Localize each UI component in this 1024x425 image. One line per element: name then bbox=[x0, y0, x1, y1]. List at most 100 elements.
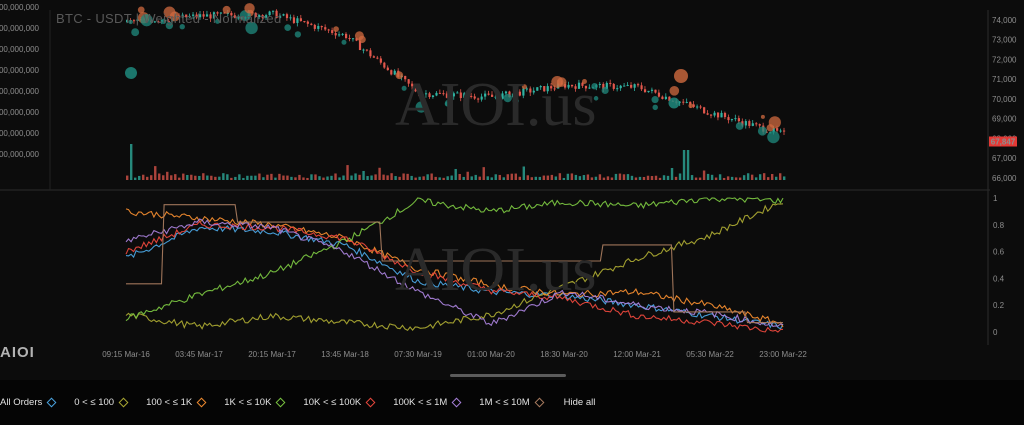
legend-label: 10K < ≤ 100K bbox=[303, 397, 362, 408]
candle-body bbox=[633, 84, 636, 88]
buy-order-bubble[interactable] bbox=[245, 21, 258, 35]
candle-body bbox=[299, 18, 303, 22]
sell-order-bubble[interactable] bbox=[688, 103, 694, 109]
volume-bar bbox=[770, 174, 774, 180]
buy-order-bubble[interactable] bbox=[341, 39, 347, 45]
buy-order-bubble[interactable] bbox=[601, 86, 609, 95]
sell-order-bubble[interactable] bbox=[674, 69, 688, 83]
buy-order-bubble[interactable] bbox=[512, 97, 519, 105]
volume-bar bbox=[214, 176, 217, 180]
volume-bar bbox=[426, 174, 429, 180]
price-pane[interactable]: 74,00073,00072,00071,00070,00069,00068,0… bbox=[0, 3, 1017, 183]
candle-body bbox=[706, 113, 709, 115]
volume-bar bbox=[514, 173, 517, 180]
buy-order-bubble[interactable] bbox=[593, 96, 599, 101]
volume-bar bbox=[690, 175, 694, 180]
candle-body bbox=[682, 101, 685, 103]
series-line-6[interactable] bbox=[126, 204, 783, 324]
chart-canvas[interactable]: 74,00073,00072,00071,00070,00069,00068,0… bbox=[0, 0, 1024, 380]
candle-body bbox=[209, 14, 212, 19]
buy-order-bubble[interactable] bbox=[125, 67, 137, 79]
candle-body bbox=[567, 84, 570, 88]
volume-bar bbox=[614, 173, 618, 180]
sell-order-bubble[interactable] bbox=[222, 5, 231, 14]
time-tick-label: 09:15 Mar-16 bbox=[102, 350, 150, 359]
legend-item-all-orders[interactable]: All Orders bbox=[0, 397, 57, 408]
buy-order-bubble[interactable] bbox=[444, 99, 453, 107]
buy-order-bubble[interactable] bbox=[668, 97, 680, 109]
buy-order-bubble[interactable] bbox=[757, 126, 768, 136]
sell-order-bubble[interactable] bbox=[768, 116, 781, 129]
candle-body bbox=[477, 98, 480, 100]
order-lines-pane[interactable]: 1 0.8 0.6 0.4 0.2 0 bbox=[125, 194, 1005, 337]
buy-order-bubble[interactable] bbox=[131, 28, 140, 37]
volume-bar bbox=[354, 173, 357, 180]
series-line-1[interactable] bbox=[125, 203, 784, 332]
buy-order-bubble[interactable] bbox=[128, 19, 133, 25]
candle-body bbox=[254, 12, 257, 18]
candle-body bbox=[637, 84, 640, 86]
buy-order-bubble[interactable] bbox=[179, 24, 185, 30]
legend-item-0-100[interactable]: 0 < ≤ 100 bbox=[74, 397, 129, 408]
volume-bar bbox=[450, 175, 453, 180]
buy-order-bubble[interactable] bbox=[294, 31, 302, 38]
volume-bar bbox=[542, 175, 546, 180]
buy-order-bubble[interactable] bbox=[767, 130, 780, 144]
legend-item-100k-1m[interactable]: 100K < ≤ 1M bbox=[393, 397, 462, 408]
candle-body bbox=[494, 96, 497, 98]
volume-bar bbox=[726, 176, 730, 180]
candle-body bbox=[525, 88, 528, 90]
sell-order-bubble[interactable] bbox=[669, 85, 680, 96]
volume-bar bbox=[326, 176, 329, 180]
buy-order-bubble[interactable] bbox=[735, 122, 744, 130]
legend-item-1k-10k[interactable]: 1K < ≤ 10K bbox=[224, 397, 286, 408]
candle-body bbox=[511, 93, 515, 98]
candle-body bbox=[230, 12, 233, 16]
volume-bar bbox=[238, 174, 241, 180]
sell-order-bubble[interactable] bbox=[333, 26, 339, 33]
legend-label: 1K < ≤ 10K bbox=[224, 397, 272, 408]
candle-body bbox=[574, 86, 577, 89]
sell-order-bubble[interactable] bbox=[581, 78, 587, 84]
sell-order-bubble[interactable] bbox=[137, 6, 145, 14]
volume-bar bbox=[670, 167, 674, 180]
candle-body bbox=[278, 15, 282, 19]
legend-item-10k-100k[interactable]: 10K < ≤ 100K bbox=[303, 397, 376, 408]
candle-body bbox=[219, 12, 223, 14]
volume-tick-label: 200,000,000 bbox=[0, 129, 40, 138]
sell-order-bubble[interactable] bbox=[395, 71, 404, 80]
volume-bar bbox=[174, 174, 177, 180]
buy-order-bubble[interactable] bbox=[652, 104, 658, 111]
candle-body bbox=[487, 93, 490, 95]
volume-bar bbox=[362, 170, 365, 180]
buy-order-bubble[interactable] bbox=[160, 18, 167, 25]
buy-order-bubble[interactable] bbox=[415, 101, 427, 113]
buy-order-bubble[interactable] bbox=[215, 18, 221, 24]
candle-body bbox=[661, 96, 664, 99]
buy-order-bubble[interactable] bbox=[503, 93, 512, 103]
volume-bar bbox=[550, 174, 554, 180]
volume-bar bbox=[494, 174, 497, 180]
sell-order-bubble[interactable] bbox=[760, 114, 765, 119]
buy-order-bubble[interactable] bbox=[165, 21, 174, 30]
sell-order-bubble[interactable] bbox=[169, 11, 180, 22]
price-tick-label: 73,000 bbox=[992, 36, 1017, 45]
buy-order-bubble[interactable] bbox=[591, 83, 598, 90]
legend-item-100-1k[interactable]: 100 < ≤ 1K bbox=[146, 397, 207, 408]
volume-bar bbox=[446, 176, 449, 180]
horizontal-scrollbar[interactable] bbox=[450, 374, 566, 377]
sell-order-bubble[interactable] bbox=[244, 3, 255, 14]
legend-item-1m-10m[interactable]: 1M < ≤ 10M bbox=[479, 397, 545, 408]
series-line-4[interactable] bbox=[125, 220, 784, 333]
series-line-3[interactable] bbox=[125, 197, 784, 322]
buy-order-bubble[interactable] bbox=[140, 14, 153, 27]
candle-body bbox=[431, 95, 435, 98]
candle-body bbox=[654, 89, 657, 93]
sell-order-bubble[interactable] bbox=[354, 31, 364, 41]
sell-order-bubble[interactable] bbox=[521, 84, 527, 90]
buy-order-bubble[interactable] bbox=[401, 85, 407, 91]
buy-order-bubble[interactable] bbox=[284, 24, 292, 31]
hide-all-button[interactable]: Hide all bbox=[563, 397, 596, 408]
sell-order-bubble[interactable] bbox=[556, 77, 567, 87]
buy-order-bubble[interactable] bbox=[651, 96, 659, 104]
